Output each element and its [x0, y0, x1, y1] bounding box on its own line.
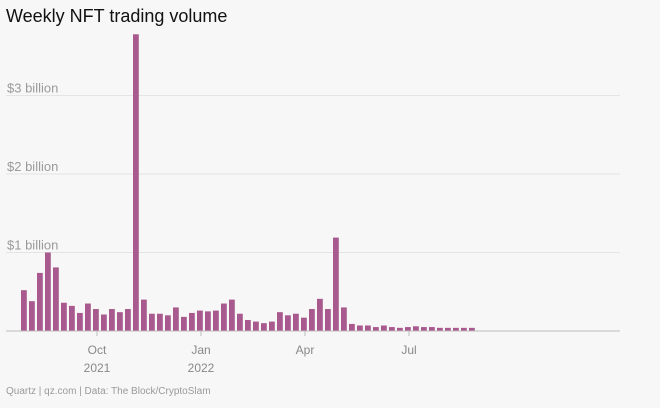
- bar: [421, 327, 427, 331]
- bar: [429, 327, 435, 331]
- x-tick-label: Oct: [88, 343, 107, 357]
- y-tick-label: $1 billion: [7, 238, 58, 253]
- y-tick-label: $3 billion: [7, 81, 58, 96]
- bar: [229, 299, 235, 331]
- bar: [93, 309, 99, 331]
- bar: [189, 312, 195, 331]
- grid-layer: $1 billion $2 billion $3 billion: [6, 81, 620, 253]
- bar: [101, 314, 107, 331]
- bar: [141, 299, 147, 331]
- chart-title: Weekly NFT trading volume: [6, 6, 228, 26]
- bar: [381, 325, 387, 331]
- bar: [53, 267, 59, 331]
- bar: [77, 312, 83, 331]
- bar: [437, 327, 443, 331]
- bar: [165, 315, 171, 331]
- x-tick-label: Jan: [191, 343, 210, 357]
- bar: [221, 303, 227, 331]
- bar: [341, 307, 347, 331]
- bar: [173, 307, 179, 331]
- x-tick-label: Apr: [296, 343, 315, 357]
- bar: [269, 321, 275, 331]
- bar: [237, 313, 243, 331]
- bar: [285, 315, 291, 331]
- bar: [197, 310, 203, 331]
- bar: [413, 326, 419, 331]
- bar: [213, 310, 219, 331]
- x-tick-label: Jul: [401, 343, 416, 357]
- bar: [349, 323, 355, 331]
- bar: [453, 327, 459, 331]
- bar: [261, 323, 267, 331]
- bar: [365, 325, 371, 331]
- bar: [461, 327, 467, 331]
- bar: [181, 316, 187, 331]
- bar: [125, 309, 131, 331]
- bar: [445, 327, 451, 331]
- bar: [301, 317, 307, 331]
- x-tick-year-label: 2022: [188, 361, 215, 375]
- bar: [253, 321, 259, 331]
- bar: [277, 312, 283, 331]
- bar: [29, 301, 35, 331]
- source-note: Quartz | qz.com | Data: The Block/Crypto…: [6, 386, 211, 397]
- bar: [333, 237, 339, 331]
- x-tick-layer: Oct 2021 Jan 2022 Apr Jul: [84, 331, 417, 375]
- bar-layer: [21, 34, 475, 332]
- bar: [149, 313, 155, 331]
- bar: [205, 311, 211, 331]
- bar: [109, 309, 115, 331]
- bar: [397, 327, 403, 331]
- bar: [133, 34, 139, 332]
- bar: [69, 305, 75, 331]
- y-tick-label: $2 billion: [7, 159, 58, 174]
- bar: [117, 312, 123, 331]
- bar: [405, 327, 411, 331]
- bar: [245, 320, 251, 331]
- bar: [389, 327, 395, 331]
- bar: [293, 313, 299, 331]
- bar: [317, 298, 323, 331]
- bar: [45, 252, 51, 331]
- bar: [85, 303, 91, 331]
- bar: [373, 327, 379, 331]
- bar: [37, 272, 43, 331]
- bar: [325, 309, 331, 331]
- bar: [309, 309, 315, 331]
- bar: [157, 313, 163, 331]
- bar: [469, 327, 475, 331]
- x-tick-year-label: 2021: [84, 361, 111, 375]
- bar: [61, 302, 67, 331]
- bar: [21, 290, 27, 331]
- bar: [357, 325, 363, 331]
